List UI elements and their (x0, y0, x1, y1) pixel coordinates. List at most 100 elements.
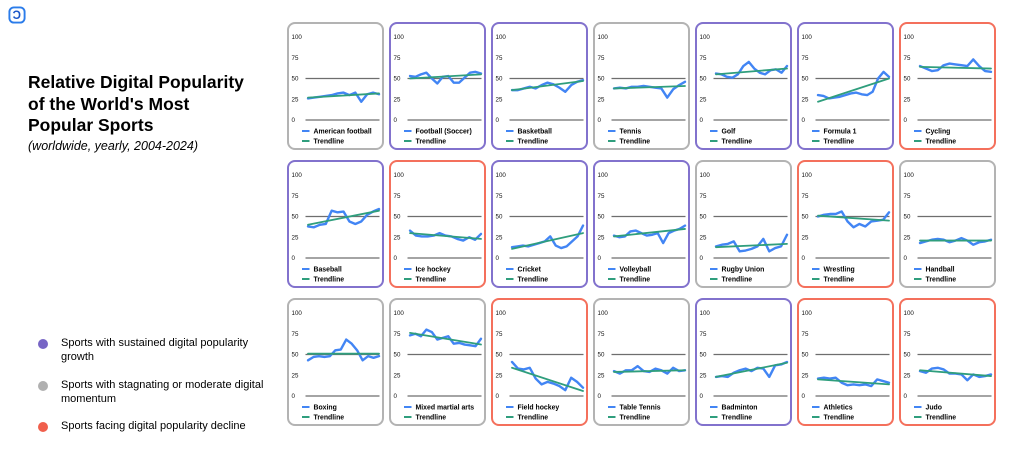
legend-dot-growth-icon (38, 339, 48, 349)
legend-label-growth: Sports with sustained digital popularity… (61, 337, 249, 364)
svg-text:50: 50 (700, 214, 707, 221)
svg-text:Rugby Union: Rugby Union (722, 266, 765, 273)
sport-chart-table-tennis: 100 75 50 25 0 Table Tennis Trendline (598, 310, 687, 421)
svg-text:Mixed martial arts: Mixed martial arts (416, 404, 475, 411)
svg-text:25: 25 (700, 234, 707, 241)
svg-text:50: 50 (598, 352, 605, 359)
sport-chart-handball: 100 75 50 25 0 Handball Trendline (904, 172, 993, 283)
svg-text:75: 75 (598, 331, 605, 338)
sport-card-basketball: 100 75 50 25 0 Basketball Trendline (491, 22, 588, 150)
svg-text:25: 25 (904, 96, 911, 103)
svg-text:0: 0 (598, 255, 602, 262)
svg-text:75: 75 (496, 331, 503, 338)
svg-text:Trendline: Trendline (518, 138, 549, 145)
svg-text:100: 100 (598, 172, 609, 179)
svg-text:50: 50 (292, 214, 299, 221)
svg-text:25: 25 (394, 234, 401, 241)
legend-label-stagnating: Sports with stagnating or moderate digit… (61, 378, 264, 405)
svg-text:0: 0 (700, 117, 704, 124)
svg-text:Trendline: Trendline (314, 414, 345, 421)
svg-text:100: 100 (598, 34, 609, 41)
svg-text:Trendline: Trendline (620, 414, 651, 421)
svg-text:50: 50 (700, 352, 707, 359)
sport-card-wrestling: 100 75 50 25 0 Wrestling Trendline (797, 160, 894, 288)
legend-item-growth: Sports with sustained digital popularity… (38, 336, 268, 365)
svg-text:Formula 1: Formula 1 (824, 128, 857, 135)
legend-dot-stagnating-icon (38, 380, 48, 391)
svg-text:25: 25 (700, 96, 707, 103)
app-logo-icon: Ɔ (8, 6, 26, 24)
svg-text:Boxing: Boxing (314, 404, 337, 411)
svg-text:0: 0 (394, 255, 398, 262)
svg-text:0: 0 (700, 393, 704, 400)
sport-chart-tennis: 100 75 50 25 0 Tennis Trendline (598, 34, 687, 145)
svg-text:Cycling: Cycling (926, 128, 951, 135)
svg-text:50: 50 (802, 352, 809, 359)
svg-text:75: 75 (700, 331, 707, 338)
svg-text:Tennis: Tennis (620, 128, 642, 135)
legend-item-stagnating: Sports with stagnating or moderate digit… (38, 378, 268, 407)
svg-text:50: 50 (700, 76, 707, 83)
svg-text:50: 50 (802, 76, 809, 83)
svg-text:75: 75 (496, 193, 503, 200)
svg-text:Trendline: Trendline (518, 414, 549, 421)
sport-chart-athletics: 100 75 50 25 0 Athletics Trendline (802, 310, 891, 421)
page-subtitle: (worldwide, yearly, 2004-2024) (28, 139, 198, 154)
svg-text:25: 25 (700, 372, 707, 379)
svg-text:50: 50 (598, 76, 605, 83)
svg-text:100: 100 (292, 172, 303, 179)
svg-text:Trendline: Trendline (926, 138, 957, 145)
legend-item-decline: Sports facing digital popularity decline (38, 419, 268, 433)
sport-card-baseball: 100 75 50 25 0 Baseball Trendline (287, 160, 384, 288)
svg-text:75: 75 (292, 193, 299, 200)
sport-chart-football-soccer-: 100 75 50 25 0 Football (Soccer) Trendline (394, 34, 483, 145)
svg-text:Trendline: Trendline (314, 276, 345, 283)
sport-card-field-hockey: 100 75 50 25 0 Field hockey Trendline (491, 298, 588, 426)
sport-card-rugby-union: 100 75 50 25 0 Rugby Union Trendline (695, 160, 792, 288)
svg-text:100: 100 (598, 310, 609, 317)
sport-chart-basketball: 100 75 50 25 0 Basketball Trendline (496, 34, 585, 145)
svg-text:50: 50 (496, 76, 503, 83)
svg-text:75: 75 (802, 193, 809, 200)
svg-text:75: 75 (802, 55, 809, 62)
svg-text:Athletics: Athletics (824, 404, 853, 411)
svg-text:75: 75 (904, 55, 911, 62)
svg-text:Baseball: Baseball (314, 266, 342, 273)
svg-text:Judo: Judo (926, 404, 942, 411)
sport-chart-wrestling: 100 75 50 25 0 Wrestling Trendline (802, 172, 891, 283)
sport-chart-cricket: 100 75 50 25 0 Cricket Trendline (496, 172, 585, 283)
svg-text:25: 25 (802, 234, 809, 241)
svg-text:50: 50 (394, 214, 401, 221)
svg-text:25: 25 (394, 96, 401, 103)
svg-text:75: 75 (904, 331, 911, 338)
svg-text:0: 0 (700, 255, 704, 262)
sport-card-volleyball: 100 75 50 25 0 Volleyball Trendline (593, 160, 690, 288)
sport-chart-field-hockey: 100 75 50 25 0 Field hockey Trendline (496, 310, 585, 421)
svg-text:Trendline: Trendline (620, 138, 651, 145)
svg-text:50: 50 (904, 214, 911, 221)
svg-text:75: 75 (496, 55, 503, 62)
sport-chart-boxing: 100 75 50 25 0 Boxing Trendline (292, 310, 381, 421)
svg-text:0: 0 (292, 393, 296, 400)
svg-text:Trendline: Trendline (416, 138, 447, 145)
sport-chart-ice-hockey: 100 75 50 25 0 Ice hockey Trendline (394, 172, 483, 283)
svg-text:0: 0 (904, 255, 908, 262)
sport-card-judo: 100 75 50 25 0 Judo Trendline (899, 298, 996, 426)
sport-chart-golf: 100 75 50 25 0 Golf Trendline (700, 34, 789, 145)
legend-dot-decline-icon (38, 422, 48, 433)
svg-text:0: 0 (598, 393, 602, 400)
sport-chart-formula-1: 100 75 50 25 0 Formula 1 Trendline (802, 34, 891, 145)
svg-text:American football: American football (314, 128, 372, 135)
svg-text:Cricket: Cricket (518, 266, 542, 273)
svg-text:Table Tennis: Table Tennis (620, 404, 661, 411)
svg-text:Field hockey: Field hockey (518, 404, 560, 411)
svg-text:75: 75 (292, 331, 299, 338)
svg-text:Trendline: Trendline (416, 414, 447, 421)
svg-text:25: 25 (394, 372, 401, 379)
sport-card-football-soccer-: 100 75 50 25 0 Football (Soccer) Trendline (389, 22, 486, 150)
svg-text:0: 0 (496, 255, 500, 262)
sport-chart-rugby-union: 100 75 50 25 0 Rugby Union Trendline (700, 172, 789, 283)
app-logo: Ɔ (8, 6, 26, 24)
svg-text:0: 0 (394, 393, 398, 400)
svg-text:100: 100 (292, 34, 303, 41)
